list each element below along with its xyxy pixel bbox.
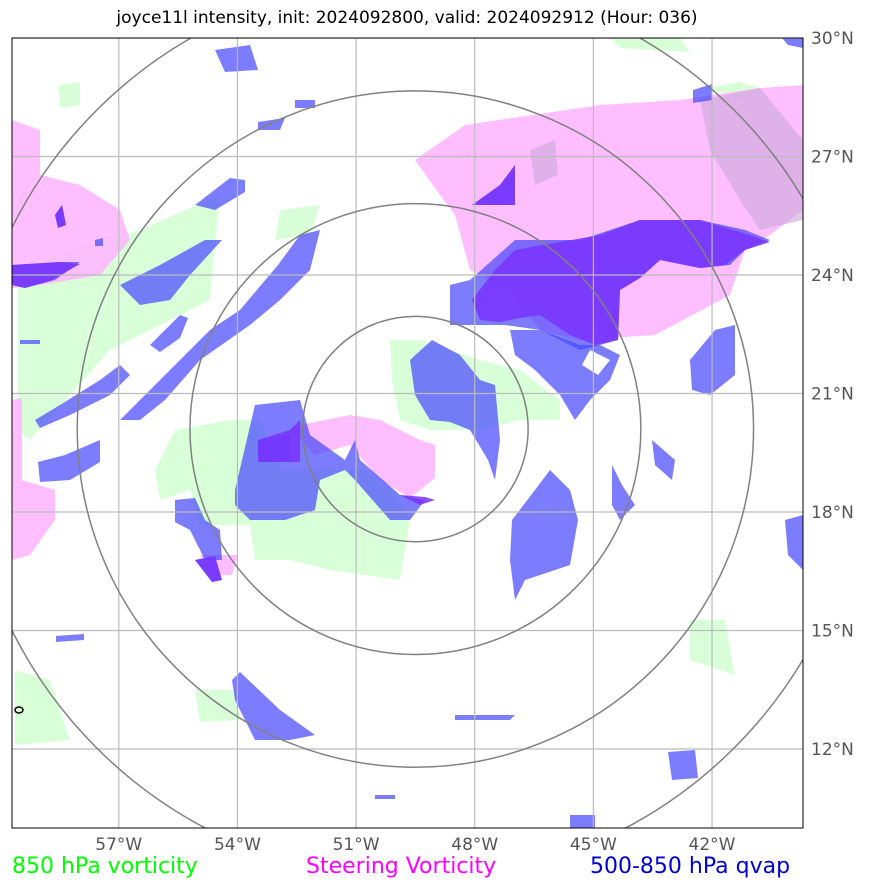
qvap-patch [510, 470, 578, 600]
vort850-patch [610, 38, 690, 52]
legend-qvap: 500-850 hPa qvap [590, 854, 791, 879]
qvap-patch [38, 440, 100, 482]
latitude-tick-labels: 30°N 27°N 24°N 21°N 18°N 15°N 12°N [811, 29, 854, 760]
qvap-patch [612, 465, 635, 520]
qvap-patch [582, 350, 610, 375]
overlap-patch [258, 420, 300, 462]
range-ring [301, 315, 529, 543]
qvap-patch [785, 515, 803, 570]
latitude-tick-label: 27°N [811, 148, 854, 168]
qvap-patch [20, 340, 40, 344]
qvap-patch [150, 315, 188, 352]
qvap-patch [375, 795, 395, 799]
overlap-patch [400, 495, 435, 505]
steering-overlap-layer [530, 88, 803, 230]
qvap-patch [215, 45, 258, 72]
latitude-tick-label: 21°N [811, 385, 854, 405]
steering-patch [300, 415, 435, 498]
range-ring [76, 90, 755, 768]
plot-frame [11, 37, 804, 829]
qvap-patch [235, 400, 425, 520]
plot-area [12, 38, 803, 828]
qvap-patch [295, 100, 315, 108]
overlap-patch [472, 165, 515, 205]
range-rings [12, 38, 803, 828]
qvap-patch [693, 84, 712, 103]
legend-steering: Steering Vorticity [306, 854, 497, 879]
qvap-patch [120, 240, 222, 305]
map-title: joyce11l intensity, init: 2024092800, va… [116, 8, 698, 28]
qvap-patch [455, 715, 515, 720]
longitude-tick-label: 57°W [95, 835, 142, 855]
overlap-patch [55, 205, 66, 228]
latitude-tick-label: 18°N [811, 503, 854, 523]
overlap-patch [530, 140, 558, 185]
qvap-patch [195, 178, 245, 210]
qvap-patch [35, 365, 130, 428]
longitude-tick-labels: 57°W 54°W 51°W 48°W 45°W 42°W [95, 835, 735, 855]
qvap-steering-overlap [12, 165, 770, 582]
vort850-patch [15, 670, 70, 745]
qvap-patch [782, 38, 803, 48]
longitude-tick-label: 48°W [451, 835, 498, 855]
longitude-tick-label: 45°W [570, 835, 617, 855]
qvap-patch [652, 440, 675, 480]
qvap-patch [668, 750, 698, 780]
overlap-patch [195, 556, 222, 582]
latitude-tick-label: 15°N [811, 622, 854, 642]
longitude-tick-label: 51°W [333, 835, 380, 855]
qvap-patch [120, 230, 320, 420]
qvap-patch [570, 815, 595, 828]
qvap-patch [95, 238, 103, 246]
qvap-patch [56, 634, 84, 642]
latitude-tick-label: 30°N [811, 29, 854, 49]
longitude-tick-label: 42°W [689, 835, 736, 855]
vort850-patch [195, 690, 240, 722]
range-ring [189, 202, 642, 656]
longitude-tick-label: 54°W [214, 835, 261, 855]
graticule [12, 38, 803, 828]
latitude-tick-label: 24°N [811, 266, 854, 286]
vort850-patch [58, 82, 80, 108]
overlap-patch [700, 88, 803, 230]
steering-patch [12, 398, 55, 560]
contour-mark [14, 706, 24, 714]
legend-vort850: 850 hPa vorticity [12, 854, 198, 879]
qvap-patch [410, 340, 500, 480]
qvap-patch [232, 672, 315, 740]
overlap-patch [472, 220, 770, 345]
latitude-tick-label: 12°N [811, 740, 854, 760]
qvap-patch [175, 498, 222, 560]
